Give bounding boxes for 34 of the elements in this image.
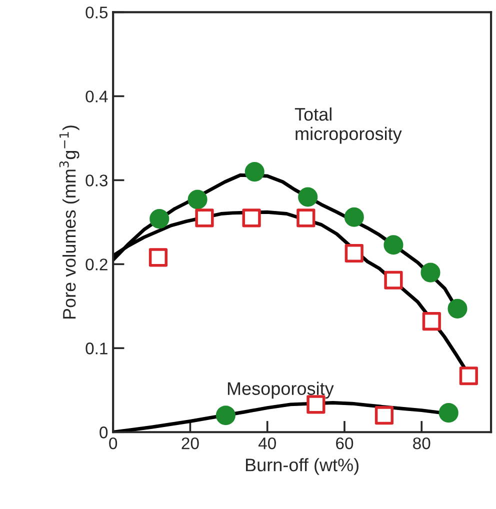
y-tick-label: 0.4 <box>86 90 108 102</box>
point <box>459 366 478 386</box>
point <box>384 270 403 290</box>
x-tick-label: 80 <box>413 437 430 450</box>
y-tick-label: 0.2 <box>86 258 108 270</box>
point <box>216 406 236 426</box>
y-tick-label: 0.5 <box>86 6 108 18</box>
point <box>296 208 316 228</box>
point <box>195 208 214 228</box>
x-axis-title: Burn-off (wt%) <box>246 458 358 475</box>
point <box>188 190 208 210</box>
point <box>374 406 394 425</box>
point <box>148 248 168 267</box>
x-tick-label: 40 <box>258 437 276 450</box>
y-tick-label: 0.3 <box>86 174 108 186</box>
point <box>422 312 441 331</box>
x-tick-label: 20 <box>182 437 199 450</box>
x-tick-label: 60 <box>336 437 354 450</box>
point <box>242 208 261 228</box>
y-tick-label: 0 <box>100 426 108 438</box>
point <box>298 187 318 207</box>
y-axis-title: Pore volumes (mm$^{3}$g$^{−1}$) <box>59 126 80 319</box>
point <box>244 162 264 182</box>
y-tick-label: 0.1 <box>86 342 108 354</box>
x-tick-label: 0 <box>109 437 118 450</box>
point <box>150 209 170 229</box>
annotation: Mesoporosity <box>228 382 334 399</box>
point <box>448 298 468 318</box>
point <box>344 244 364 263</box>
point <box>344 207 364 227</box>
point <box>384 235 404 255</box>
point <box>420 262 440 282</box>
point <box>438 403 458 423</box>
annotation: Total microporosity <box>294 107 402 144</box>
